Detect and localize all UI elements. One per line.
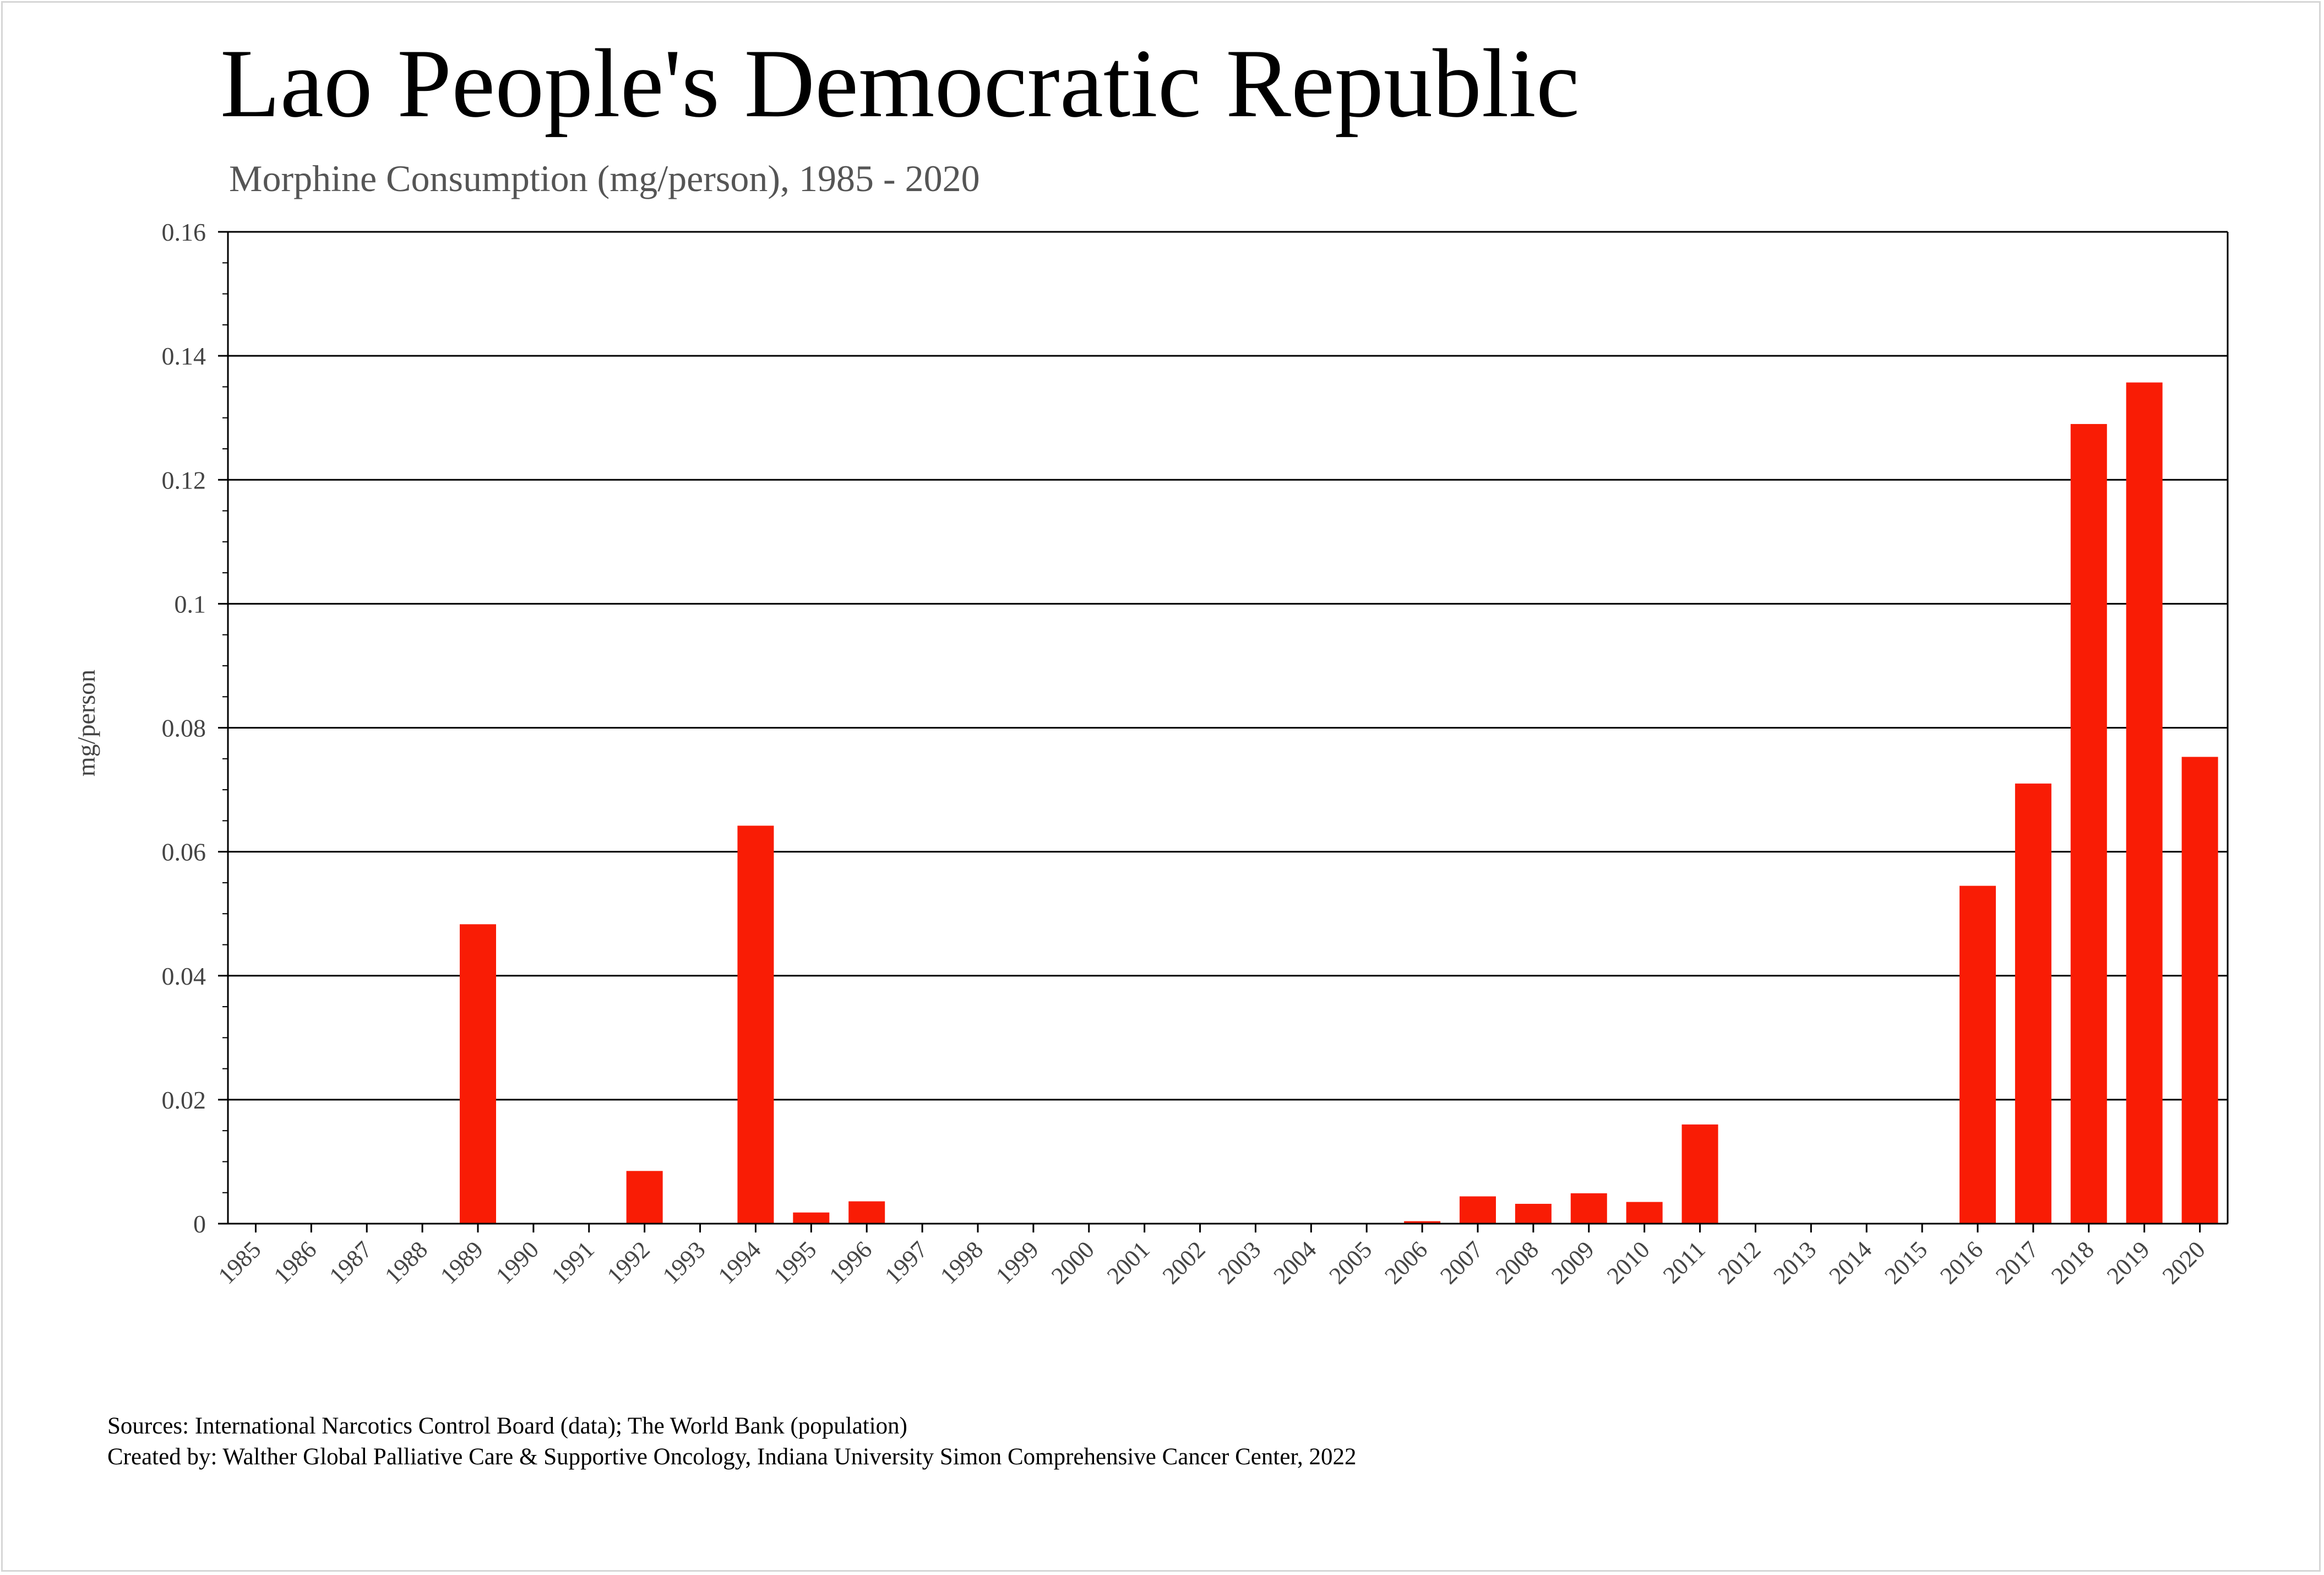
x-tick-label: 1999 <box>990 1236 1044 1289</box>
y-tick-label: 0.06 <box>162 838 206 866</box>
x-tick-label: 2003 <box>1213 1236 1266 1289</box>
axes <box>218 231 2229 1232</box>
x-tick-label: 1989 <box>435 1236 488 1289</box>
x-tick-label: 1995 <box>769 1236 822 1289</box>
x-tick-label: 1991 <box>546 1236 600 1289</box>
x-tick-label: 1998 <box>935 1236 988 1289</box>
bar-1989 <box>460 924 496 1224</box>
bar-2020 <box>2181 757 2218 1224</box>
bar-2019 <box>2126 382 2163 1224</box>
x-tick-label: 2020 <box>2157 1236 2211 1289</box>
chart-footer: Sources: International Narcotics Control… <box>107 1411 1357 1473</box>
bar-2006 <box>1404 1221 1441 1224</box>
bar-1994 <box>737 825 774 1224</box>
bar-2009 <box>1570 1193 1607 1224</box>
x-tick-label: 2002 <box>1157 1236 1211 1289</box>
x-tick-label: 2017 <box>1990 1236 2044 1289</box>
x-tick-label: 1988 <box>379 1236 433 1289</box>
chart-subtitle: Morphine Consumption (mg/person), 1985 -… <box>229 158 980 199</box>
bar-2017 <box>2015 783 2051 1224</box>
bars <box>460 382 2218 1224</box>
x-tick-label: 2004 <box>1269 1236 1322 1289</box>
gridlines <box>228 231 2228 1101</box>
y-tick-label: 0.14 <box>162 342 206 370</box>
x-tick-label: 2016 <box>1935 1236 1988 1289</box>
y-axis-label: mg/person <box>72 670 100 776</box>
x-tick-label: 2011 <box>1658 1236 1711 1289</box>
x-tick-label: 2015 <box>1879 1236 1933 1289</box>
bar-1992 <box>626 1171 663 1224</box>
y-tick-label: 0.12 <box>162 466 206 494</box>
x-tick-label: 1986 <box>269 1236 322 1289</box>
x-tick-label: 2018 <box>2046 1236 2099 1289</box>
x-tick-label: 1987 <box>324 1236 377 1289</box>
bar-2010 <box>1626 1202 1663 1224</box>
x-tick-label: 1990 <box>491 1236 544 1289</box>
x-tick-label: 2007 <box>1435 1236 1488 1289</box>
y-tick-label: 0.1 <box>175 590 206 618</box>
x-tick-label: 2010 <box>1602 1236 1655 1289</box>
bar-1996 <box>848 1201 885 1224</box>
chart-title: Lao People's Democratic Republic <box>220 29 1580 138</box>
y-tick-label: 0.04 <box>162 962 206 990</box>
x-tick-labels: 1985 1986 1987 1988 1989 1990 1991 1992 1993 1994… <box>213 1236 2211 1289</box>
x-tick-label: 2008 <box>1490 1236 1544 1289</box>
sources-note: Sources: International Narcotics Control… <box>107 1413 907 1439</box>
y-tick-labels: 0 0.02 0.04 0.06 0.08 0.1 0.12 0.14 0.16 <box>162 218 206 1238</box>
x-tick-label: 1994 <box>713 1236 766 1289</box>
x-tick-label: 2009 <box>1546 1236 1599 1289</box>
bar-2018 <box>2070 423 2107 1224</box>
x-tick-label: 2012 <box>1713 1236 1766 1289</box>
bar-1995 <box>793 1212 830 1224</box>
x-tick-label: 1996 <box>824 1236 877 1289</box>
x-tick-label: 1985 <box>213 1236 266 1289</box>
bar-2007 <box>1460 1196 1496 1224</box>
x-tick-label: 2000 <box>1046 1236 1100 1289</box>
y-tick-label: 0 <box>193 1210 206 1238</box>
x-tick-label: 1997 <box>879 1236 933 1289</box>
x-tick-label: 2005 <box>1324 1236 1377 1289</box>
bar-2008 <box>1515 1203 1552 1224</box>
credits-note: Created by: Walther Global Palliative Ca… <box>107 1444 1357 1470</box>
y-tick-label: 0.08 <box>162 714 206 742</box>
x-tick-label: 2013 <box>1768 1236 1822 1289</box>
bar-2011 <box>1681 1124 1718 1224</box>
x-tick-label: 1993 <box>657 1236 711 1289</box>
bar-2016 <box>1960 886 1996 1224</box>
y-tick-label: 0.16 <box>162 218 206 246</box>
x-tick-label: 1992 <box>602 1236 655 1289</box>
x-tick-label: 2001 <box>1102 1236 1155 1289</box>
x-tick-label: 2014 <box>1824 1236 1877 1289</box>
y-tick-label: 0.02 <box>162 1086 206 1114</box>
x-tick-label: 2019 <box>2102 1236 2155 1289</box>
x-tick-label: 2006 <box>1379 1236 1433 1289</box>
